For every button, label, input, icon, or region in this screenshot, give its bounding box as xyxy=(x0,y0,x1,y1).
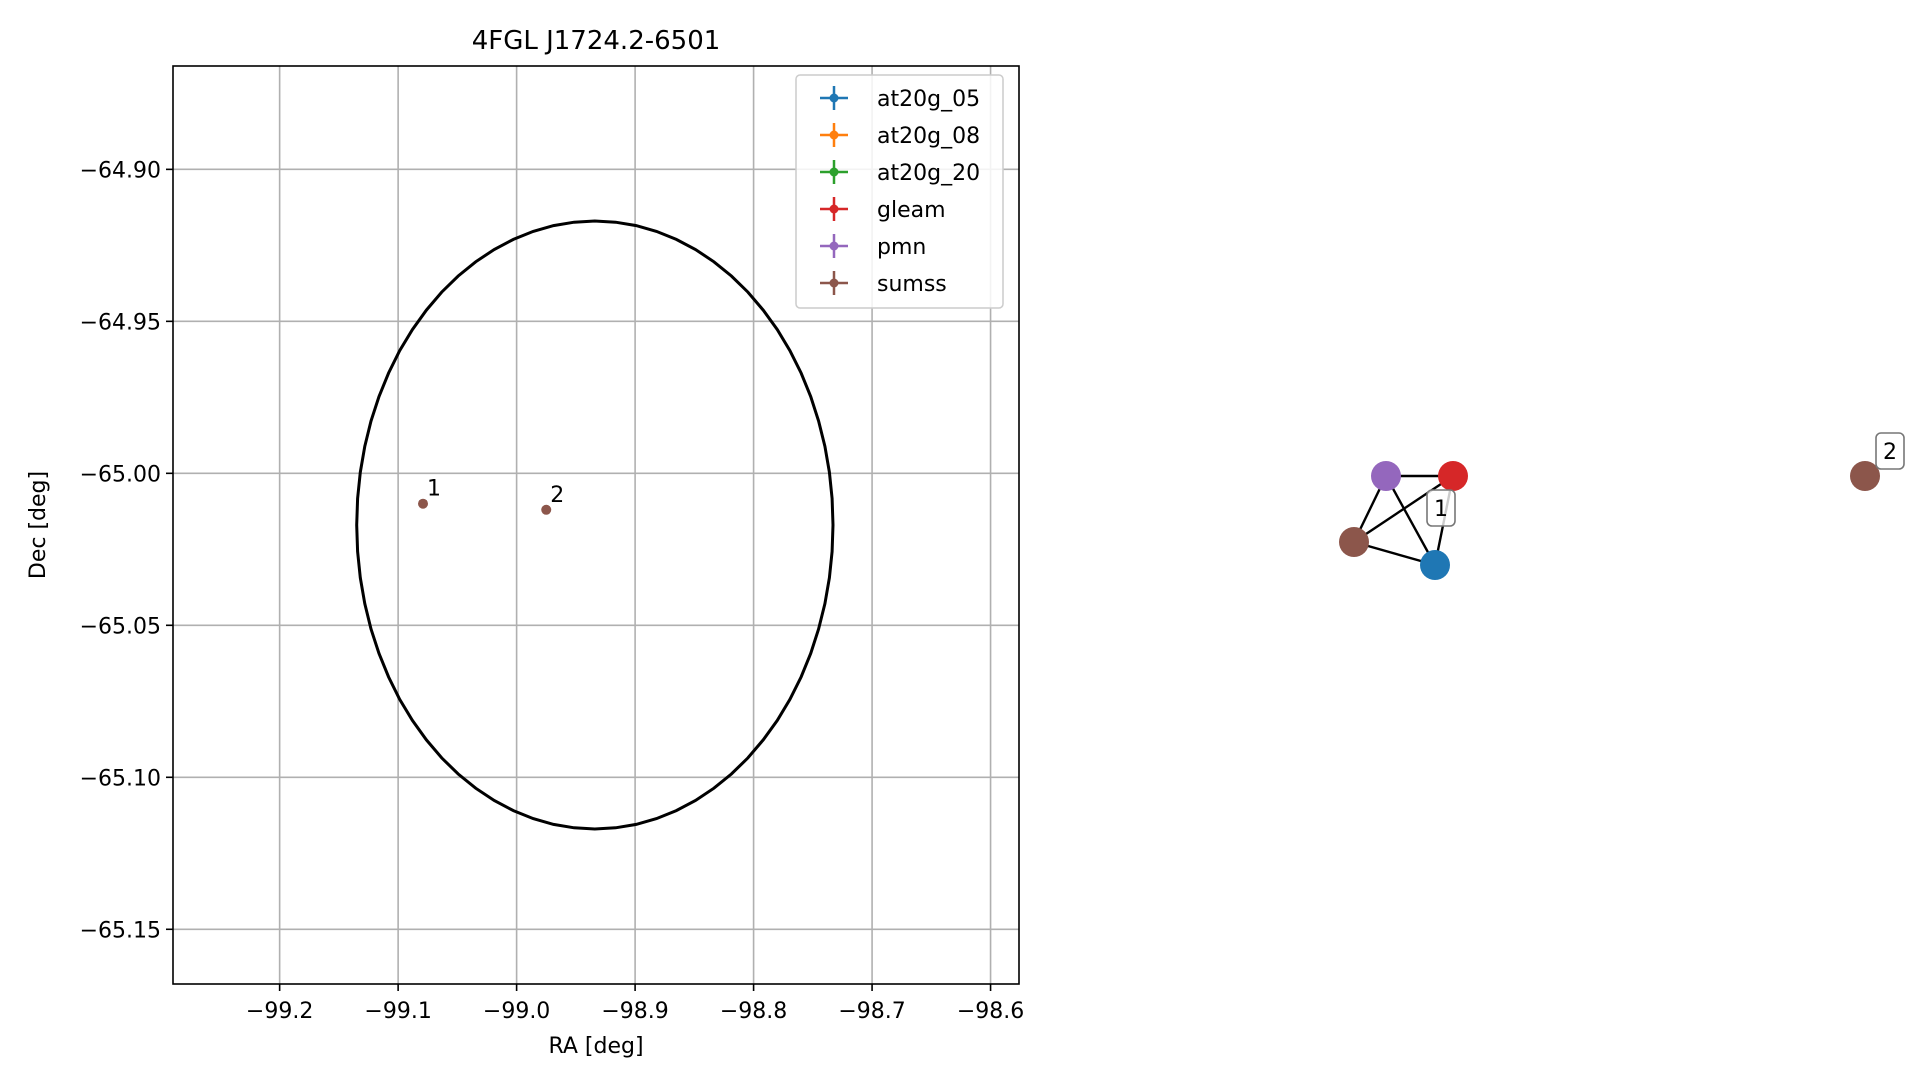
y-axis-label: Dec [deg] xyxy=(26,471,51,579)
cluster-label-box xyxy=(1875,432,1905,470)
x-tick-label: −99.0 xyxy=(483,999,550,1024)
network-labels: 12 xyxy=(1426,432,1905,527)
cluster-label-1: 1 xyxy=(1426,489,1456,527)
x-tick-label: −98.8 xyxy=(720,999,787,1024)
x-axis-label: RA [deg] xyxy=(548,1034,643,1059)
y-tick-label: −65.15 xyxy=(80,918,161,943)
legend-marker-dot xyxy=(829,93,839,103)
y-tick-label: −65.05 xyxy=(80,614,161,639)
legend-item-at20g_20: at20g_20 xyxy=(820,160,980,186)
cluster-label-box xyxy=(1426,489,1456,527)
cluster-label-2: 2 xyxy=(1875,432,1905,470)
legend-item-at20g_05: at20g_05 xyxy=(820,86,980,112)
edge-gleam-sumss_1 xyxy=(1353,475,1454,543)
y-tick-label: −65.00 xyxy=(80,462,161,487)
cluster-label-text: 2 xyxy=(1883,440,1897,465)
legend-item-gleam: gleam xyxy=(820,197,946,223)
legend-label: pmn xyxy=(877,235,926,260)
legend-label: sumss xyxy=(877,272,947,297)
x-tick-label: −98.6 xyxy=(957,999,1024,1024)
edge-pmn-at20g_05 xyxy=(1384,475,1437,566)
x-tick-label: −98.9 xyxy=(601,999,668,1024)
legend-item-at20g_08: at20g_08 xyxy=(820,123,980,149)
point-sumss-1 xyxy=(418,498,429,509)
legend-label: gleam xyxy=(877,198,946,223)
legend-item-pmn: pmn xyxy=(820,234,926,260)
x-tick-label: −98.7 xyxy=(838,999,905,1024)
node-sumss_1 xyxy=(1339,527,1369,557)
node-gleam xyxy=(1438,461,1468,491)
legend-label: at20g_05 xyxy=(877,87,980,112)
y-tick-label: −64.95 xyxy=(80,310,161,335)
plot-frame xyxy=(172,65,1020,985)
legend-marker-dot xyxy=(829,241,839,251)
chart-title: 4FGL J1724.2-6501 xyxy=(472,26,721,56)
legend-marker-dot xyxy=(829,167,839,177)
legend-label: at20g_08 xyxy=(877,124,980,149)
axis-ticks: −99.2 −99.1 −99.0 −98.9 −98.8 −98.7 −98.6 −64.9… xyxy=(80,158,1025,1024)
x-tick-label: −99.2 xyxy=(246,999,313,1024)
node-at20g_05 xyxy=(1420,550,1450,580)
point-label: 1 xyxy=(427,477,441,502)
legend-marker-dot xyxy=(829,278,839,288)
y-tick-label: −65.10 xyxy=(80,766,161,791)
localization-ellipse xyxy=(355,219,835,831)
association-network: 12 xyxy=(1339,432,1905,580)
node-sumss_2 xyxy=(1850,461,1880,491)
legend-item-sumss: sumss xyxy=(820,271,947,297)
y-tick-label: −64.90 xyxy=(80,158,161,183)
node-pmn xyxy=(1371,461,1401,491)
legend-marker-dot xyxy=(829,130,839,140)
point-label: 2 xyxy=(550,483,564,508)
cluster-label-text: 1 xyxy=(1434,497,1448,522)
x-tick-label: −99.1 xyxy=(364,999,431,1024)
legend-frame xyxy=(795,74,1004,309)
network-nodes xyxy=(1339,461,1880,580)
point-sumss-2 xyxy=(541,504,552,515)
legend-label: at20g_20 xyxy=(877,161,980,186)
legend-marker-dot xyxy=(829,204,839,214)
